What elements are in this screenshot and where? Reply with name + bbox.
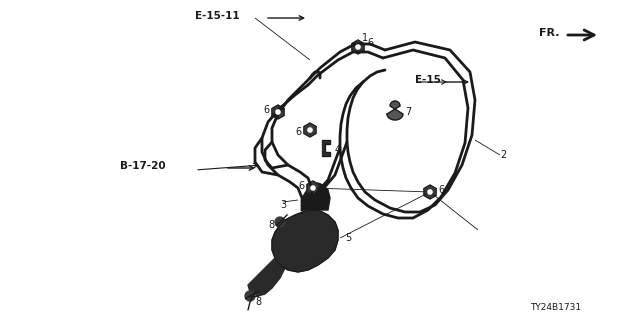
Circle shape — [311, 186, 315, 190]
Text: 4: 4 — [335, 145, 341, 155]
Text: TY24B1731: TY24B1731 — [530, 303, 581, 313]
Polygon shape — [272, 105, 284, 119]
Text: 6: 6 — [298, 181, 304, 191]
Circle shape — [356, 45, 360, 49]
Polygon shape — [424, 185, 436, 199]
Circle shape — [308, 128, 312, 132]
Polygon shape — [322, 140, 330, 156]
Polygon shape — [352, 40, 364, 54]
Text: 8: 8 — [268, 220, 274, 230]
Text: 3: 3 — [280, 200, 286, 210]
Text: 8: 8 — [255, 297, 261, 307]
Text: 6: 6 — [438, 185, 444, 195]
Text: 5: 5 — [345, 233, 351, 243]
Text: 7: 7 — [405, 107, 412, 117]
Polygon shape — [275, 217, 285, 227]
Polygon shape — [302, 183, 330, 210]
Text: 1: 1 — [362, 33, 368, 43]
Text: E-15: E-15 — [415, 75, 441, 85]
Text: 2: 2 — [500, 150, 506, 160]
Polygon shape — [387, 101, 403, 120]
Polygon shape — [304, 123, 316, 137]
Polygon shape — [248, 258, 285, 296]
Polygon shape — [245, 291, 255, 301]
Text: 6: 6 — [263, 105, 269, 115]
Text: FR.: FR. — [540, 28, 560, 38]
Text: 6: 6 — [367, 38, 373, 48]
Circle shape — [276, 110, 280, 114]
Polygon shape — [272, 210, 338, 272]
Text: E-15-11: E-15-11 — [195, 11, 239, 21]
Text: 6: 6 — [295, 127, 301, 137]
Circle shape — [428, 190, 432, 194]
Polygon shape — [307, 181, 319, 195]
Text: B-17-20: B-17-20 — [120, 161, 166, 171]
